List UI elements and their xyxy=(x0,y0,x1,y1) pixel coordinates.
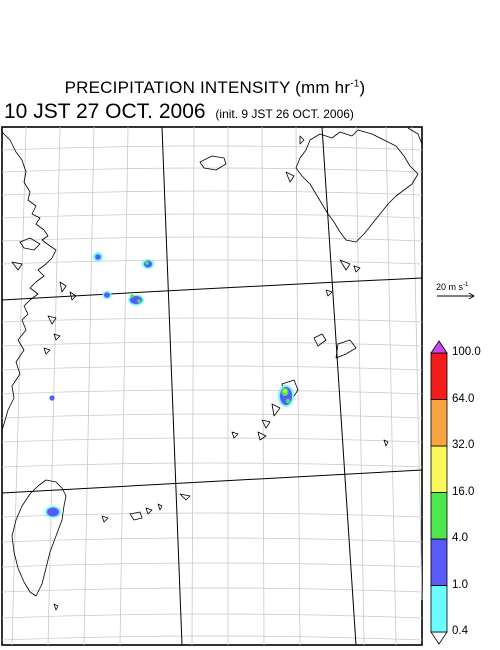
colorbar-label: 100.0 xyxy=(452,346,481,358)
east-china-sea-north-cell xyxy=(142,259,154,269)
vector-scale-exponent: -1 xyxy=(463,282,469,288)
colorbar-band-4.0-16.0 xyxy=(430,492,448,540)
coastlines xyxy=(1,127,423,611)
colorbar-label: 4.0 xyxy=(452,532,468,544)
init-time: (init. 9 JST 26 OCT. 2006) xyxy=(215,107,354,121)
map-title: PRECIPITATION INTENSITY (mm hr-1) xyxy=(0,78,430,98)
colorbar-band-1.0-4.0 xyxy=(430,538,448,586)
colorbar-label: 64.0 xyxy=(452,392,475,405)
taiwan-coast xyxy=(11,479,67,597)
title-close: ) xyxy=(359,78,366,97)
east-china-sea-center-cell xyxy=(102,291,112,299)
colorbar xyxy=(430,340,448,645)
vector-scale-label: 20 m s-1 xyxy=(436,282,468,292)
kyushu-coast xyxy=(295,129,419,243)
title-text: PRECIPITATION INTENSITY (mm hr xyxy=(64,78,351,97)
map-frame xyxy=(1,126,423,646)
colorbar-label: 16.0 xyxy=(452,485,475,498)
taiwan-cell xyxy=(45,506,61,518)
title-exponent: -1 xyxy=(350,78,360,90)
colorbar-label: 0.4 xyxy=(452,625,468,637)
vector-scale-text: 20 m s xyxy=(436,282,464,292)
jeju-coast xyxy=(199,155,227,171)
colorbar-label: 1.0 xyxy=(452,578,468,591)
colorbar-band-64.0-100.0 xyxy=(430,352,448,400)
colorbar-tip-high xyxy=(430,340,448,354)
china-coast xyxy=(1,131,57,431)
valid-time: 10 JST 27 OCT. 2006 xyxy=(4,100,206,123)
amami-coast xyxy=(313,333,327,347)
precipitation-cells xyxy=(45,252,294,518)
colorbar-band-0.4-1.0 xyxy=(430,585,448,633)
colorbar-band-32.0-64.0 xyxy=(430,399,448,447)
colorbar-band-16.0-32.0 xyxy=(430,445,448,493)
amami-cell xyxy=(278,385,294,407)
colorbar-tip-low xyxy=(430,631,448,645)
colorbar-label: 32.0 xyxy=(452,439,475,451)
map-subtitle: 10 JST 27 OCT. 2006 (init. 9 JST 26 OCT.… xyxy=(4,100,354,124)
zhejiang-coast-cell xyxy=(49,395,55,401)
vector-scale-arrow xyxy=(437,292,475,300)
east-china-sea-south-cell xyxy=(128,294,144,306)
shanghai-offshore-cell xyxy=(93,252,103,262)
graticule-fine xyxy=(1,126,423,646)
